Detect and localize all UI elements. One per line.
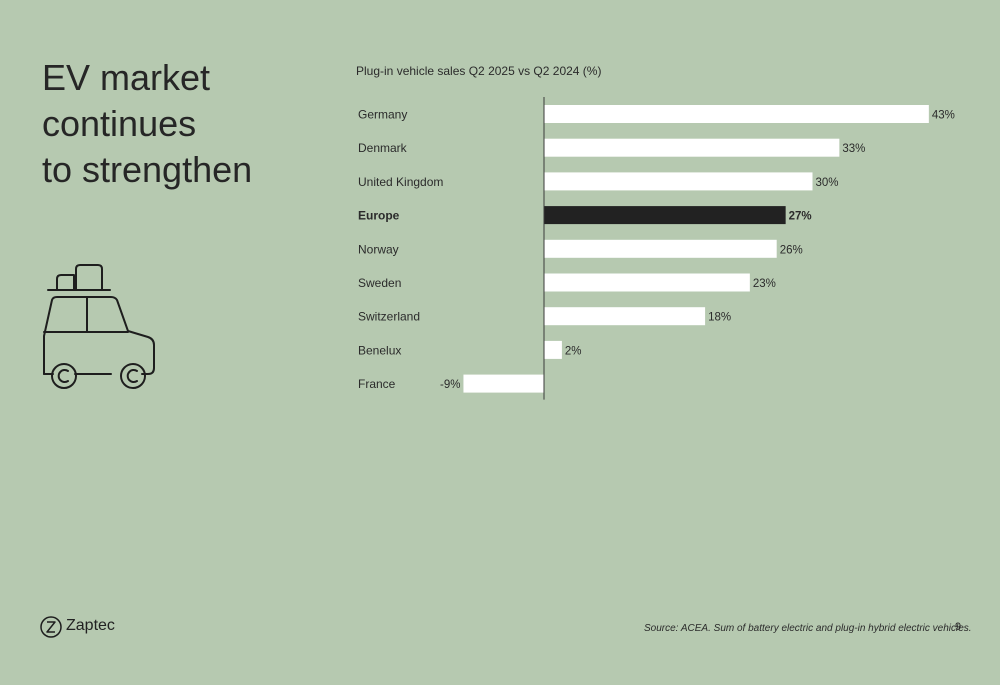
brand-name: Zaptec [66,617,115,634]
category-label-sweden: Sweden [358,276,401,290]
car-with-luggage-icon [43,264,155,389]
category-label-europe: Europe [358,209,400,223]
value-label-norway: 26% [780,244,803,256]
bar-benelux [544,340,562,359]
value-label-united-kingdom: 30% [816,177,839,189]
title-line-1: EV market [42,57,211,98]
z-logo-icon [40,616,62,638]
value-label-france: -9% [440,379,460,391]
bar-norway [544,239,777,258]
value-label-sweden: 23% [753,278,776,290]
title-line-3: to strengthen [42,149,253,190]
category-label-switzerland: Switzerland [358,310,420,324]
value-label-europe: 27% [789,211,812,223]
bar-united-kingdom [544,172,813,191]
page-title: EV market continues to strengthen [42,55,252,193]
category-label-germany: Germany [358,108,407,122]
chart-title: Plug-in vehicle sales Q2 2025 vs Q2 2024… [356,64,602,78]
value-label-denmark: 33% [842,143,865,155]
category-label-benelux: Benelux [358,343,401,357]
category-label-france: France [358,377,396,391]
value-label-benelux: 2% [565,345,582,357]
bar-germany [544,105,929,123]
source-note: Source: ACEA. Sum of battery electric an… [644,623,972,634]
bar-europe [544,206,786,225]
category-label-norway: Norway [358,242,399,256]
value-label-germany: 43% [932,110,955,122]
bar-sweden [544,273,750,292]
category-label-denmark: Denmark [358,141,408,155]
bar-switzerland [544,307,706,326]
page-number: 9 [955,621,962,633]
bar-france [463,374,544,393]
title-line-2: continues [42,103,197,144]
bar-denmark [544,138,840,157]
category-label-united-kingdom: United Kingdom [358,175,443,189]
value-label-switzerland: 18% [708,312,731,324]
